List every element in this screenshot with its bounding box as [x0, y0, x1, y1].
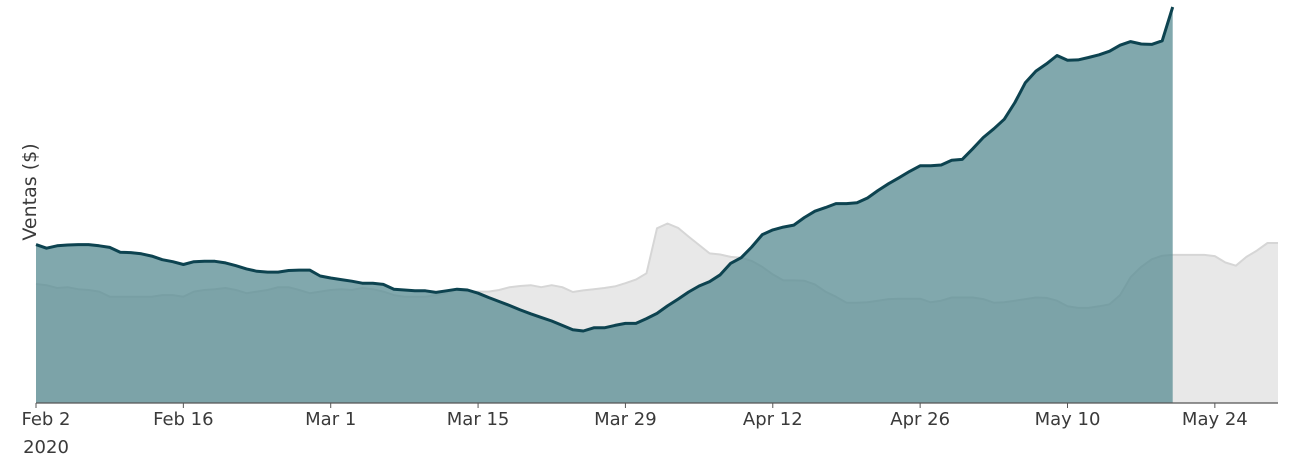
series-1-line: [35, 6, 1175, 333]
series-layer: [35, 6, 1278, 403]
series-1-area: [36, 7, 1173, 403]
x-tick-label: Apr 26: [890, 409, 950, 430]
y-axis-title: Ventas ($): [19, 143, 41, 240]
x-tick-label: May 10: [1035, 409, 1101, 430]
x-tick-label: Feb 16: [153, 409, 214, 430]
x-tick-label: Mar 29: [594, 409, 657, 430]
x-tick-labels: Feb 2 2020 Feb 16 Mar 1 Mar 15 Mar 29 Apr 12 Ap…: [21, 403, 1248, 458]
x-tick-label: Mar 1: [305, 409, 356, 430]
x-tick-label: Apr 12: [743, 409, 803, 430]
x-tick-label: Mar 15: [447, 409, 510, 430]
x-tick-year-label: 2020: [23, 437, 69, 458]
x-tick-label: Feb 2: [21, 409, 70, 430]
x-tick-label: May 24: [1182, 409, 1248, 430]
